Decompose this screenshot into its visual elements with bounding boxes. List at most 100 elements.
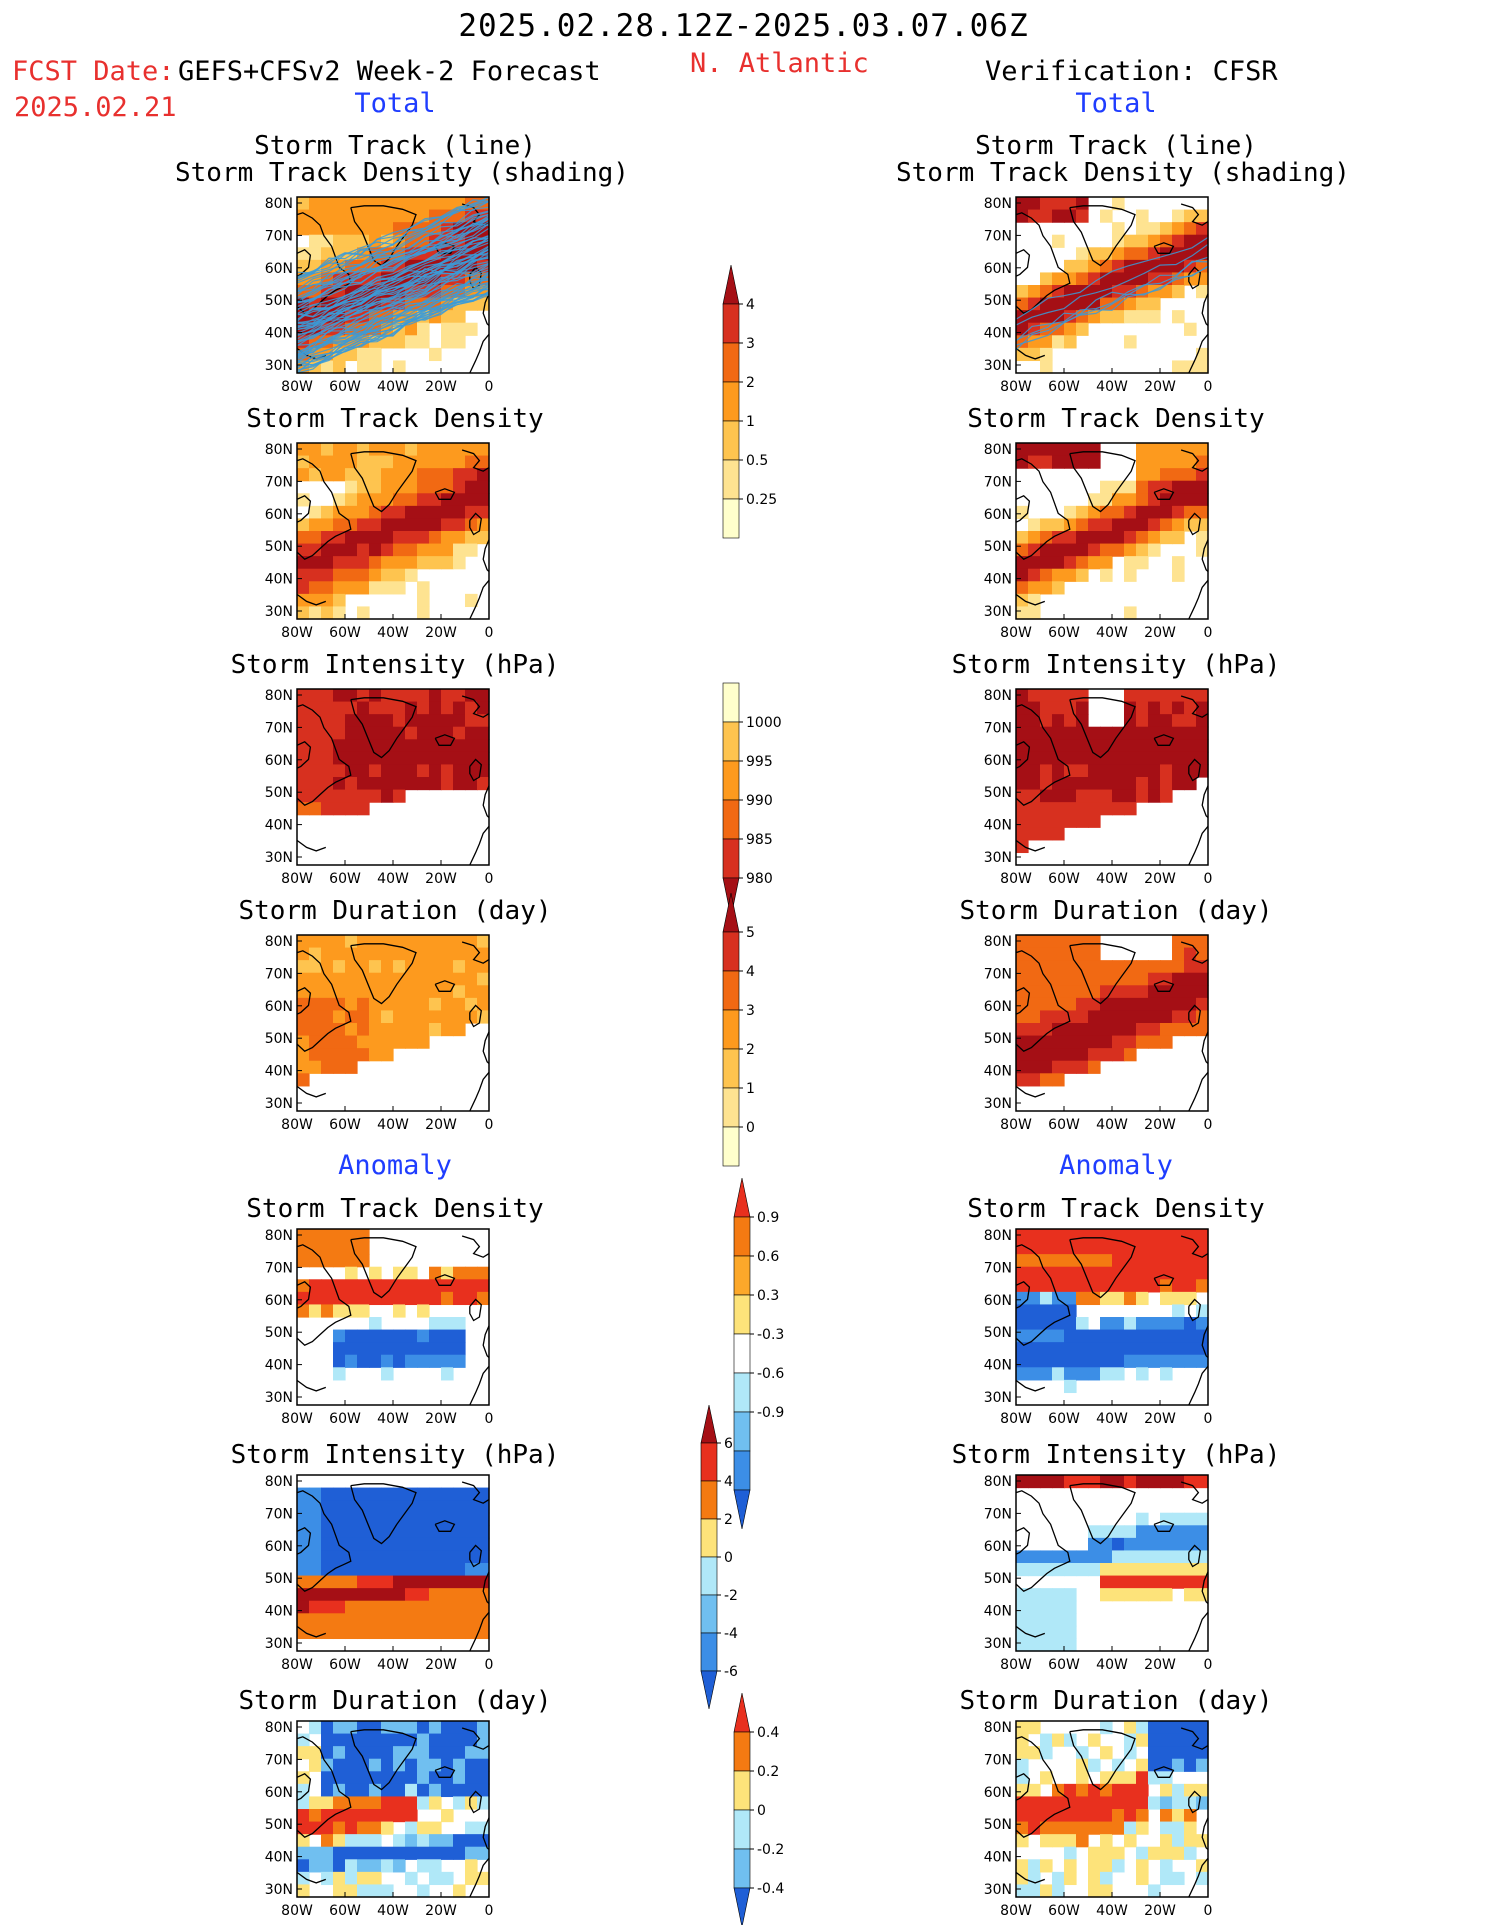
colorbar-label: 985: [746, 832, 773, 848]
map-cell: [1100, 1884, 1113, 1898]
map-cell: [1064, 1613, 1077, 1627]
map-cell: [429, 1746, 442, 1760]
map-cell: [1076, 322, 1089, 336]
map-cell: [1016, 581, 1029, 595]
map-cell: [309, 197, 322, 211]
map-cell: [1016, 789, 1029, 803]
map-cell: [429, 455, 442, 469]
map-cell: [357, 972, 370, 986]
map-cell: [1052, 455, 1065, 469]
map-cell: [381, 209, 394, 223]
lat-tick-label: 30N: [984, 1882, 1012, 1898]
map-cell: [429, 997, 442, 1012]
map-cell: [453, 1588, 466, 1602]
map-cell: [309, 1721, 322, 1735]
map-cell: [477, 739, 490, 753]
lon-tick-label: 80W: [1000, 1657, 1032, 1673]
map-cell: [357, 777, 370, 791]
map-cell: [1076, 518, 1089, 532]
map-cell: [369, 1317, 382, 1331]
map-cell: [321, 568, 334, 582]
colorbar-label: 2: [746, 375, 755, 391]
map-cell: [441, 1010, 454, 1024]
map-cell: [369, 1354, 382, 1368]
map-cell: [309, 985, 322, 999]
map-cell: [429, 1588, 442, 1602]
map-cell: [1148, 1229, 1161, 1243]
map-cell: [345, 777, 358, 791]
map-cell: [1100, 1329, 1113, 1343]
map-cell: [1136, 480, 1149, 494]
map-cell: [405, 1035, 418, 1049]
map-cell: [321, 581, 334, 595]
map-cell: [1040, 1010, 1053, 1024]
map-cell: [1052, 789, 1065, 803]
map-cell: [1028, 1035, 1041, 1049]
map-cell: [357, 935, 370, 949]
map-cell: [405, 1550, 418, 1564]
map-cell: [333, 1354, 346, 1368]
map-cell: [429, 701, 442, 715]
map-cell: [1040, 764, 1053, 778]
map-cell: [297, 1304, 310, 1318]
coastline: [296, 1379, 327, 1392]
map-cell: [333, 1304, 346, 1318]
map-cell: [429, 543, 442, 557]
map-cell: [1076, 297, 1089, 311]
map-cell: [477, 493, 490, 507]
map-cell: [477, 468, 490, 482]
map-cell: [1100, 568, 1113, 582]
map-cell: [393, 1771, 406, 1785]
map-cell: [477, 1512, 490, 1526]
map-cell: [477, 751, 490, 766]
map-cell: [1160, 1721, 1173, 1735]
storm-track-line: [296, 215, 490, 303]
map-cell: [1172, 972, 1185, 986]
map-cell: [417, 1834, 430, 1848]
map-cell: [309, 1575, 322, 1589]
map-cell: [1040, 751, 1053, 766]
coastline: [296, 987, 312, 1015]
map-cell: [321, 689, 334, 703]
map-cell: [1124, 1525, 1137, 1539]
colorbar-label: 0: [746, 1120, 755, 1136]
lat-tick-label: 60N: [984, 1293, 1012, 1309]
map-cell: [369, 1575, 382, 1589]
title-intensity-right: Storm Intensity (hPa): [951, 650, 1281, 680]
map-cell: [1172, 455, 1185, 469]
lat-tick-label: 80N: [265, 1474, 293, 1490]
lon-tick-label: 40W: [377, 1117, 409, 1133]
map-cell: [1040, 1613, 1053, 1627]
map-cell: [309, 606, 322, 620]
map-cell: [1100, 310, 1113, 324]
map-cell: [1160, 1871, 1173, 1886]
coastline: [1201, 1571, 1209, 1604]
map-cell: [357, 739, 370, 753]
map-cell: [1076, 1809, 1089, 1823]
map-cell: [381, 1367, 394, 1381]
colorbar-segment: [733, 1731, 751, 1772]
map-cell: [405, 714, 418, 728]
map-cell: [441, 997, 454, 1012]
lon-tick-label: 0: [1204, 1657, 1213, 1673]
map-cell: [441, 1625, 454, 1640]
map-cell: [1040, 360, 1053, 374]
map-cell: [393, 1625, 406, 1640]
map-cell: [453, 997, 466, 1012]
map-cell: [429, 947, 442, 961]
map-cell: [1124, 1537, 1137, 1552]
title-anom-intensity-right: Storm Intensity (hPa): [951, 1440, 1281, 1470]
map-cell: [1172, 1796, 1185, 1810]
coastline: [469, 1611, 490, 1652]
map-cell: [405, 1796, 418, 1810]
map-cell: [1088, 556, 1101, 570]
map-cell: [453, 1758, 466, 1772]
map-cell: [297, 1746, 310, 1760]
map-cell: [1040, 1563, 1053, 1577]
map-cell: [1196, 222, 1209, 236]
map-cell: [321, 1563, 334, 1577]
map-cell: [1100, 751, 1113, 766]
map-cell: [1112, 543, 1125, 557]
map-cell: [417, 714, 430, 728]
map-cell: [1028, 985, 1041, 999]
